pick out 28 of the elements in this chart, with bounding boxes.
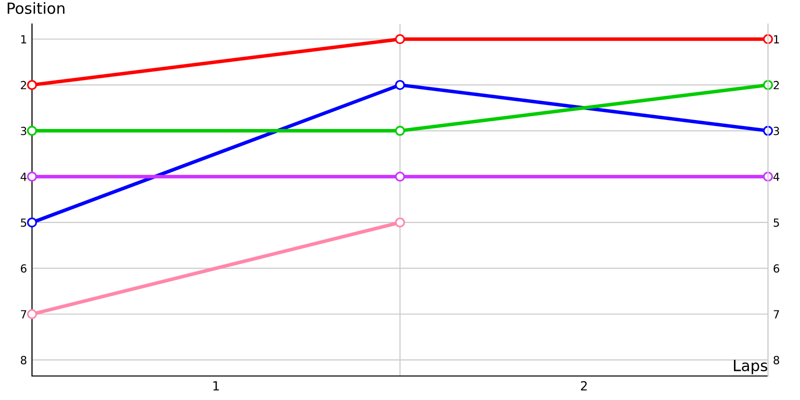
y-tick-label: 7 xyxy=(20,310,26,318)
y-tick-label: 5 xyxy=(20,218,26,227)
point xyxy=(395,172,405,182)
point xyxy=(395,126,405,136)
y-tick-label: 2 xyxy=(20,80,26,90)
y2-tick-label: 7 xyxy=(774,310,779,318)
point xyxy=(27,309,37,320)
point xyxy=(395,217,405,228)
y-tick-label: 3 xyxy=(20,126,26,136)
y-axis-title: Position xyxy=(8,2,64,14)
y-tick-label: 8 xyxy=(20,356,26,364)
y-tick-label: 1 xyxy=(21,35,26,44)
point xyxy=(395,34,405,44)
y-tick-label: 6 xyxy=(20,264,26,273)
point xyxy=(27,217,37,228)
point xyxy=(27,80,37,90)
x-axis-title: Laps xyxy=(734,360,768,374)
y2-tick-label: 3 xyxy=(774,126,780,136)
y2-tick-label: 1 xyxy=(774,35,779,44)
y2-tick-label: 2 xyxy=(774,80,779,90)
point xyxy=(27,126,37,136)
point xyxy=(395,80,405,90)
y2-tick-label: 4 xyxy=(773,172,780,181)
y2-tick-label: 5 xyxy=(774,218,779,227)
y-tick-label: 4 xyxy=(20,172,27,181)
y2-tick-label: 6 xyxy=(774,264,780,273)
point xyxy=(27,172,37,182)
y2-tick-label: 8 xyxy=(774,356,780,364)
